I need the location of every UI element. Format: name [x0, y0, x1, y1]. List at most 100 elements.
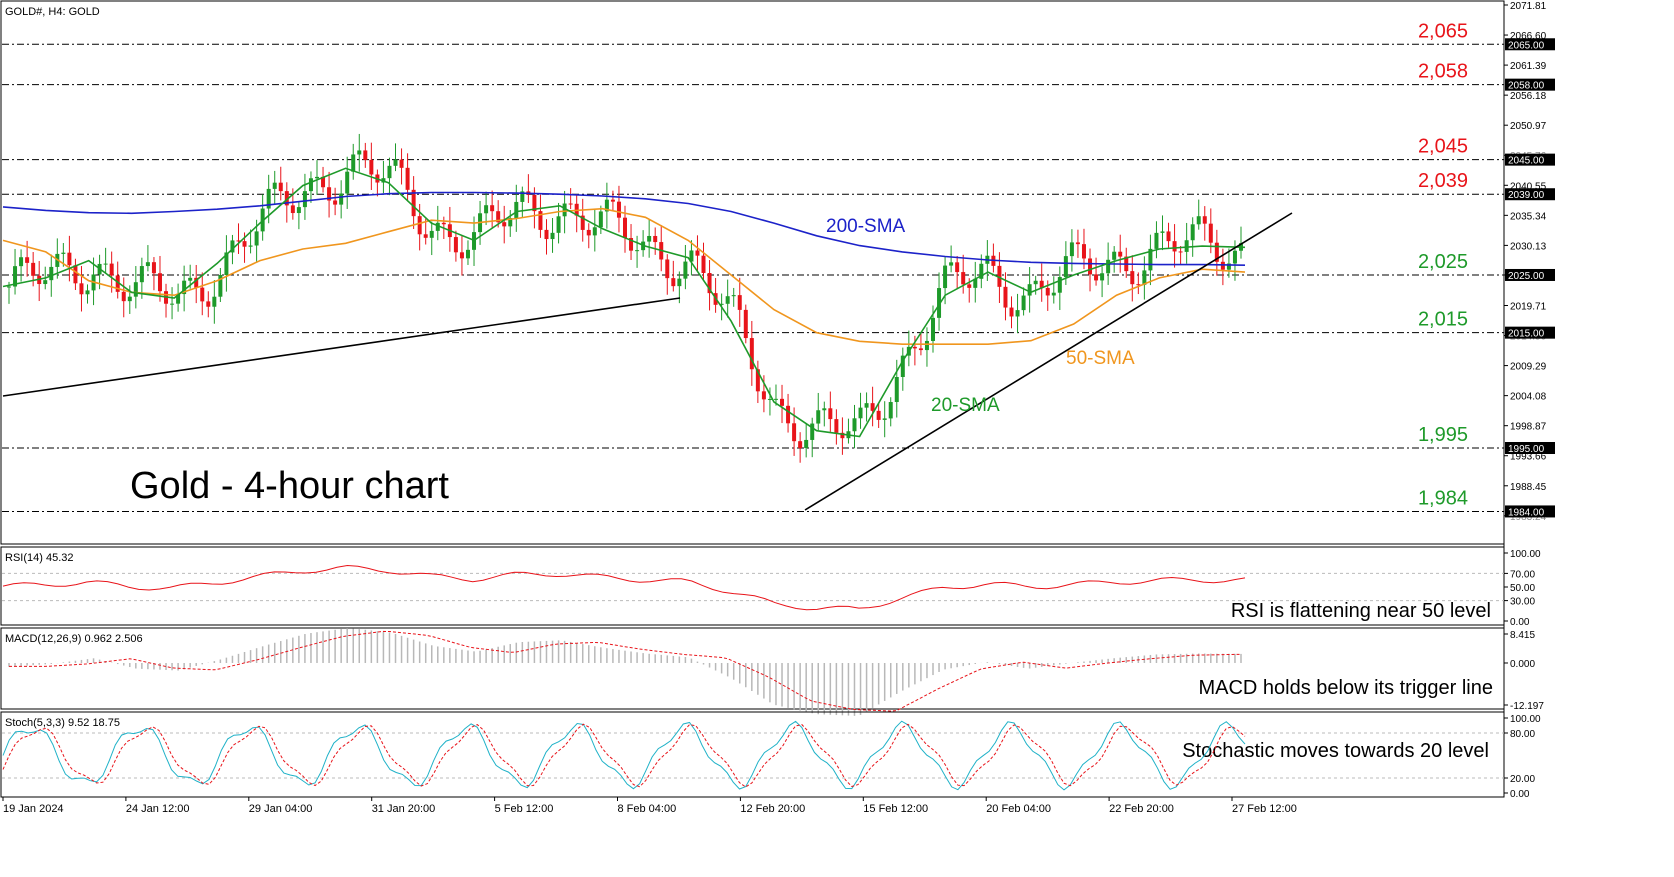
- candle-body: [828, 408, 833, 420]
- time-tick-label: 27 Feb 12:00: [1232, 803, 1297, 815]
- rsi-tick-label: 50.00: [1510, 583, 1535, 594]
- candle-body: [864, 403, 869, 408]
- candle-body: [737, 295, 742, 310]
- candle-body: [665, 259, 670, 279]
- stoch-pane: Stoch(5,3,3) 9.52 18.75 Stochastic moves…: [0, 711, 1541, 800]
- sma20-label: 20-SMA: [931, 395, 1000, 416]
- candle-body: [852, 418, 857, 432]
- price-tick-label: 2066.60: [1510, 31, 1547, 42]
- sma-line-200-sma: [2, 191, 1246, 266]
- candle-body: [623, 217, 627, 239]
- candle-body: [151, 262, 156, 274]
- candle-body: [73, 265, 78, 284]
- candle-body: [157, 273, 162, 292]
- candle-body: [115, 275, 120, 292]
- macd-signal-line: [9, 630, 1241, 712]
- candle-body: [755, 369, 760, 392]
- candle-body: [212, 296, 217, 307]
- rsi-note: RSI is flattening near 50 level: [1231, 600, 1491, 622]
- candle-body: [937, 288, 942, 318]
- candle-body: [465, 249, 470, 259]
- candle-body: [387, 165, 392, 179]
- level-label: 2,015: [1418, 309, 1468, 331]
- candle-body: [786, 405, 791, 424]
- candle-body: [822, 408, 827, 411]
- candle-body: [1057, 277, 1062, 293]
- candle-body: [236, 240, 241, 242]
- candle-body: [538, 211, 543, 230]
- candle-body: [188, 277, 193, 281]
- level-price-tag: [1505, 153, 1555, 166]
- candle-body: [194, 277, 199, 288]
- level-price-tag: [1505, 188, 1555, 201]
- candle-body: [840, 432, 845, 439]
- candle-body: [767, 398, 772, 400]
- candle-body: [308, 178, 313, 192]
- candle-body: [532, 194, 537, 212]
- candle-body: [459, 252, 464, 259]
- candle-body: [1021, 295, 1026, 311]
- candle-body: [544, 229, 549, 240]
- candle-body: [792, 423, 797, 442]
- candle-body: [1045, 287, 1050, 296]
- candle-body: [955, 262, 960, 273]
- candle-body: [321, 176, 326, 188]
- candle-body: [139, 266, 144, 283]
- candle-body: [1166, 231, 1171, 242]
- candle-body: [453, 237, 458, 253]
- candle-body: [230, 240, 235, 253]
- candle-body: [973, 278, 978, 288]
- candle-body: [121, 291, 126, 302]
- level-label: 2,025: [1418, 251, 1468, 273]
- level-price-tag-text: 2045.00: [1508, 156, 1545, 167]
- time-tick-label: 24 Jan 12:00: [126, 803, 190, 815]
- candle-body: [1196, 216, 1201, 225]
- candle-body: [327, 187, 332, 201]
- level-price-tag-text: 2025.00: [1508, 271, 1545, 282]
- price-tick-label: 2071.81: [1510, 1, 1547, 12]
- candle-body: [363, 150, 368, 160]
- candle-body: [1136, 284, 1141, 286]
- candle-body: [1009, 307, 1014, 317]
- candle-body: [683, 261, 688, 279]
- candle-body: [441, 222, 446, 225]
- candle-body: [429, 230, 434, 238]
- candle-body: [931, 317, 935, 341]
- candle-body: [200, 287, 205, 302]
- stoch-tick-label: 80.00: [1510, 729, 1535, 740]
- candle-body: [61, 252, 66, 254]
- candle-body: [695, 250, 700, 256]
- time-axis: 19 Jan 2024 24 Jan 12:00 29 Jan 04:00 31 Ja…: [2, 797, 1297, 815]
- candle-body: [580, 215, 585, 230]
- candle-body: [949, 262, 954, 266]
- candle-body: [635, 250, 640, 252]
- candle-body: [7, 286, 11, 288]
- macd-pane: MACD(12,26,9) 0.962 2.506 MACD holds bel…: [0, 627, 1544, 716]
- level-label: 2,058: [1418, 61, 1468, 83]
- rsi-tick-label: 30.00: [1510, 597, 1535, 608]
- stoch-tick-label: 20.00: [1510, 774, 1535, 785]
- lower-trendline-long: [2, 297, 681, 397]
- candle-body: [1112, 251, 1117, 260]
- candle-body: [315, 176, 319, 179]
- candle-body: [369, 159, 374, 175]
- macd-tick-label: 8.415: [1510, 630, 1535, 641]
- candle-body: [804, 439, 809, 449]
- candle-body: [1232, 250, 1237, 264]
- level-price-tag-text: 2058.00: [1508, 81, 1545, 92]
- sma200-label: 200-SMA: [826, 216, 906, 237]
- candle-body: [133, 282, 138, 297]
- candle-body: [278, 182, 283, 192]
- sma-line-50-sma: [2, 207, 1246, 346]
- price-tick-label: 2019.71: [1510, 301, 1547, 312]
- level-label: 2,039: [1418, 170, 1468, 192]
- candle-body: [568, 203, 573, 205]
- macd-tick-label: -12.197: [1510, 701, 1544, 712]
- candle-body: [1100, 273, 1105, 281]
- time-tick-label: 19 Jan 2024: [3, 803, 64, 815]
- candle-body: [302, 191, 307, 208]
- candle-body: [502, 222, 507, 227]
- candle-body: [182, 280, 187, 295]
- candle-body: [1003, 286, 1008, 308]
